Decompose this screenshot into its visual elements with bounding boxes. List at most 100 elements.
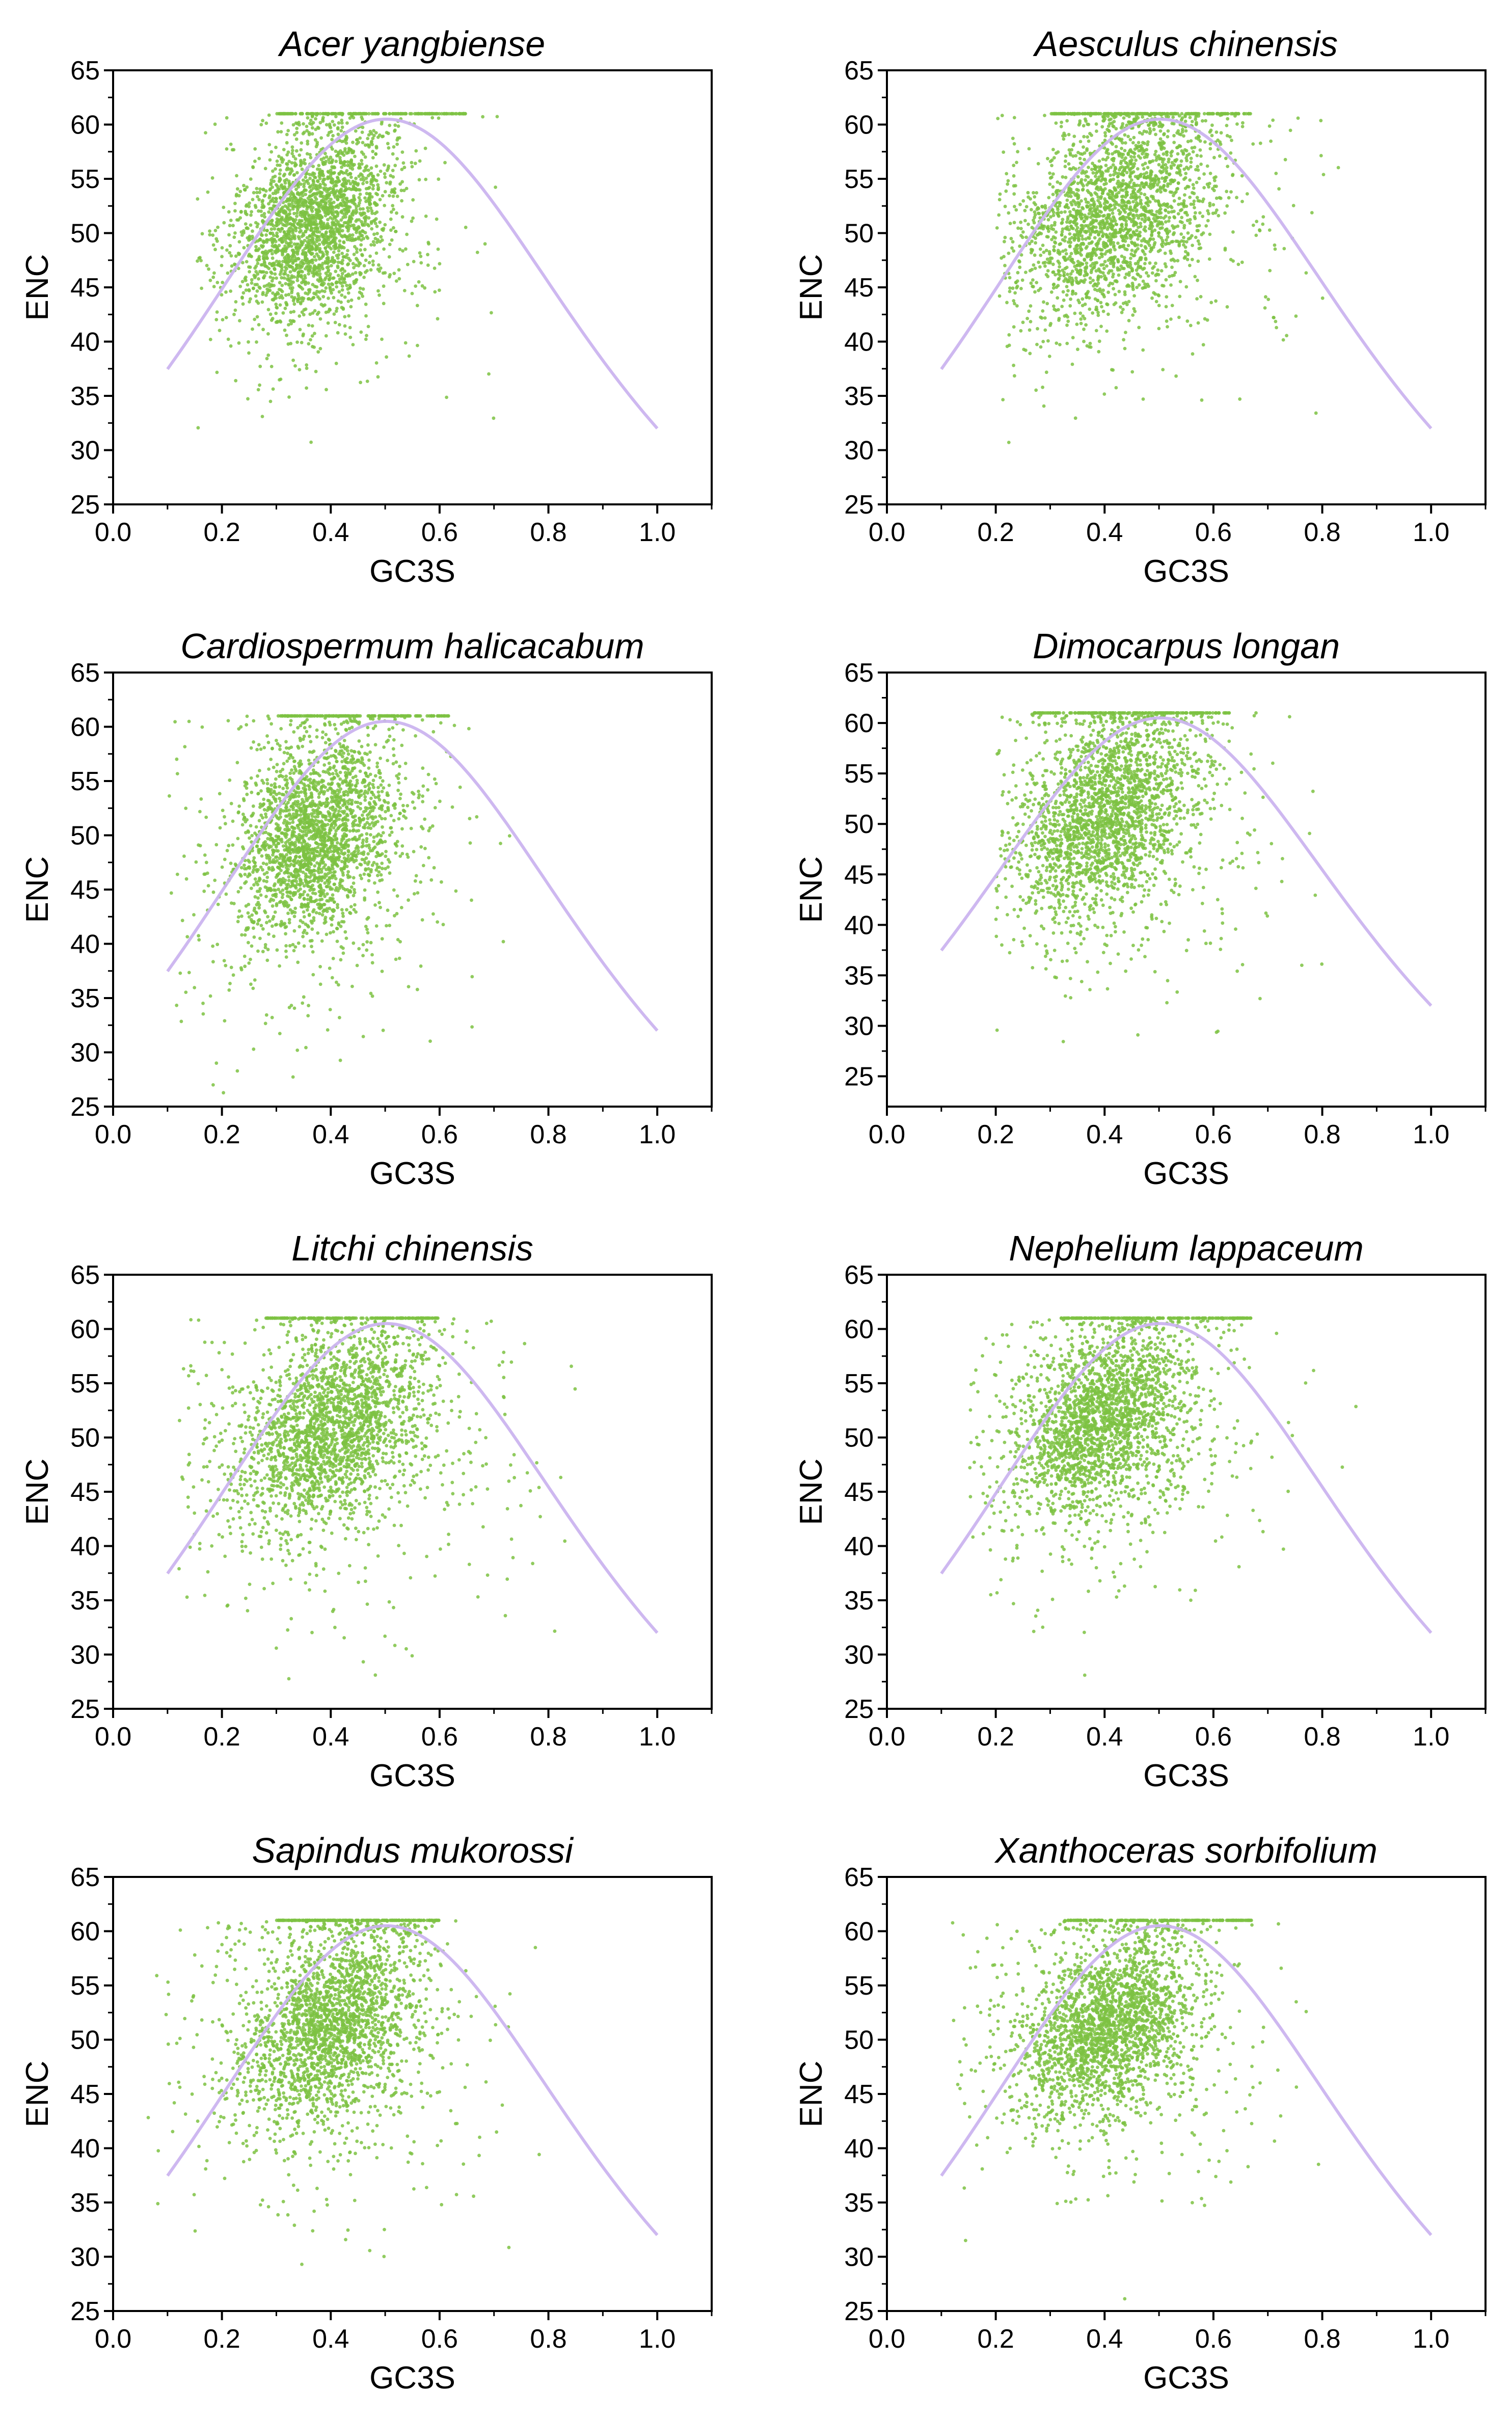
data-point	[338, 239, 342, 243]
data-point	[329, 289, 333, 293]
data-point	[369, 166, 373, 170]
data-point	[1012, 363, 1015, 367]
data-point	[1192, 186, 1196, 190]
data-point	[263, 193, 267, 197]
data-point	[1198, 139, 1202, 143]
data-point	[323, 151, 327, 155]
data-point	[299, 164, 303, 168]
data-point	[263, 167, 267, 171]
data-point	[1210, 112, 1214, 116]
y-tick-label: 55	[70, 165, 100, 194]
data-point	[1075, 323, 1079, 326]
data-point	[286, 197, 290, 201]
data-point	[1065, 293, 1069, 297]
data-point	[343, 295, 347, 299]
data-point	[273, 272, 277, 276]
data-point	[218, 329, 222, 332]
data-point	[363, 223, 366, 227]
data-point	[200, 286, 203, 290]
data-point	[1134, 158, 1138, 162]
data-point	[1153, 178, 1157, 182]
data-point	[268, 399, 273, 404]
data-point	[244, 204, 248, 208]
data-point	[327, 278, 331, 282]
data-point	[379, 235, 383, 239]
data-point	[1106, 152, 1111, 156]
data-point	[345, 210, 349, 214]
data-point	[1068, 275, 1072, 279]
data-point	[1176, 224, 1180, 228]
data-point	[309, 338, 312, 342]
data-point	[1273, 247, 1277, 251]
data-point	[375, 112, 380, 116]
data-point	[255, 315, 259, 319]
data-point	[305, 236, 309, 240]
data-point	[297, 121, 301, 124]
data-point	[265, 287, 269, 291]
data-point	[313, 183, 317, 187]
data-point	[1105, 148, 1110, 151]
data-point	[1094, 122, 1098, 126]
data-point	[1166, 325, 1169, 329]
data-point	[1087, 166, 1090, 169]
data-point	[340, 140, 344, 144]
data-point	[376, 173, 380, 177]
data-point	[403, 341, 408, 345]
data-point	[1099, 195, 1103, 199]
data-point	[1157, 231, 1160, 235]
data-point	[1130, 241, 1135, 245]
data-point	[324, 334, 328, 338]
data-point	[348, 258, 352, 262]
data-point	[1131, 170, 1136, 174]
data-point	[273, 267, 277, 272]
data-point	[414, 149, 418, 153]
data-point	[1204, 119, 1208, 123]
data-point	[1154, 132, 1157, 137]
data-point	[276, 163, 280, 167]
data-point	[1135, 196, 1139, 200]
data-point	[1055, 211, 1059, 216]
data-point	[290, 290, 293, 294]
data-point	[225, 147, 229, 151]
data-point	[286, 129, 290, 132]
data-point	[364, 337, 368, 341]
data-point	[1063, 235, 1067, 239]
data-point	[283, 265, 287, 269]
data-point	[308, 173, 312, 176]
data-point	[367, 261, 371, 264]
data-point	[1013, 291, 1017, 295]
data-point	[337, 290, 341, 294]
data-point	[1141, 147, 1144, 150]
data-point	[334, 223, 338, 227]
data-point	[1127, 229, 1131, 232]
data-point	[342, 240, 346, 245]
data-point	[1095, 129, 1098, 133]
data-point	[1047, 250, 1051, 254]
data-point	[264, 271, 268, 275]
data-point	[342, 277, 346, 281]
data-point	[1103, 260, 1107, 263]
data-point	[1077, 202, 1081, 206]
data-point	[416, 112, 420, 116]
data-point	[383, 190, 387, 194]
data-point	[1012, 174, 1016, 178]
data-point	[1141, 286, 1145, 290]
data-point	[1215, 112, 1219, 116]
data-point	[490, 311, 493, 315]
data-point	[390, 190, 393, 194]
data-point	[316, 350, 320, 354]
data-point	[1083, 316, 1087, 320]
data-point	[1069, 224, 1073, 228]
data-point	[1139, 244, 1143, 248]
x-tick-label: 1.0	[639, 518, 676, 547]
data-point	[262, 212, 266, 216]
data-point	[1181, 152, 1185, 156]
data-point	[1047, 355, 1051, 358]
data-point	[1052, 223, 1057, 227]
data-point	[317, 235, 321, 239]
x-tick-label: 0.0	[95, 518, 131, 547]
data-point	[1033, 253, 1037, 257]
data-point	[242, 183, 246, 187]
data-point	[1272, 316, 1276, 319]
data-point	[336, 256, 340, 260]
